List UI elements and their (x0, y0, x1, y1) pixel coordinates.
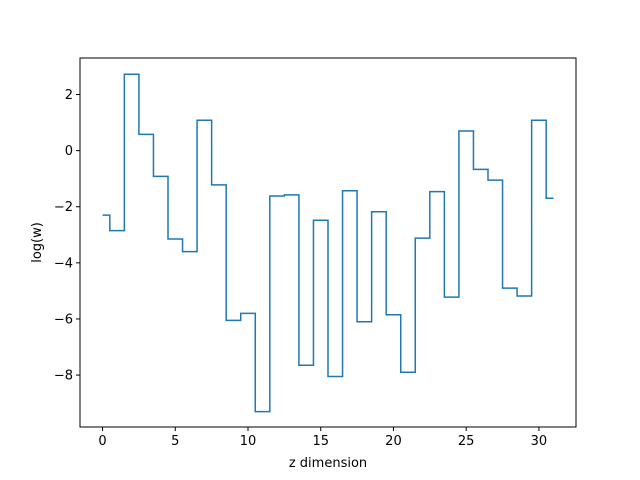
y-axis-label: log(w) (30, 222, 45, 263)
x-axis-label: z dimension (289, 456, 367, 471)
y-tick-label: −6 (54, 312, 73, 327)
x-tick-label: 25 (458, 434, 475, 449)
y-tick-label: 0 (65, 144, 73, 159)
x-axis-ticks: 0 5 10 15 20 25 30 (98, 427, 547, 449)
x-tick-label: 30 (531, 434, 548, 449)
y-tick-label: −2 (54, 200, 73, 215)
x-tick-label: 10 (240, 434, 257, 449)
y-axis-ticks: −8 −6 −4 −2 0 2 (54, 88, 80, 384)
x-tick-label: 20 (385, 434, 402, 449)
series-line-0 (102, 73, 554, 413)
data-layer (102, 73, 554, 413)
y-tick-label: −8 (54, 369, 73, 384)
y-tick-label: −4 (54, 256, 73, 271)
plot-frame (79, 57, 577, 428)
x-tick-label: 5 (171, 434, 179, 449)
x-tick-label: 0 (98, 434, 106, 449)
x-tick-label: 15 (312, 434, 329, 449)
y-tick-label: 2 (65, 88, 73, 103)
